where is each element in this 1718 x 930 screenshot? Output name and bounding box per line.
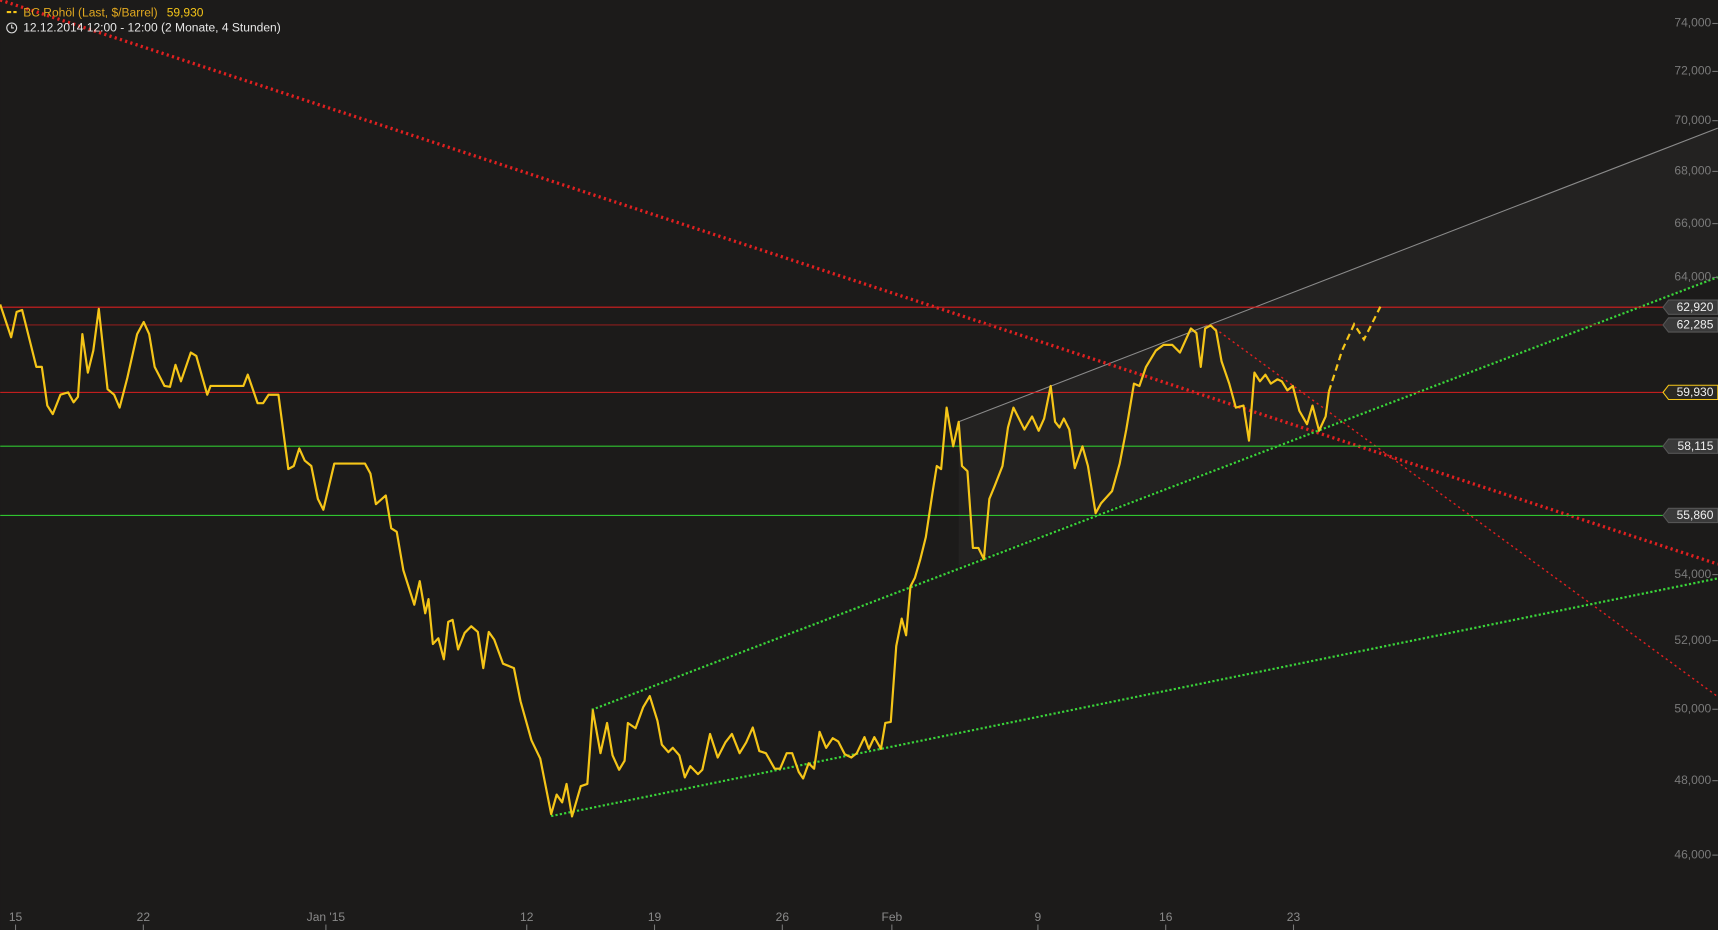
trend-lines [0, 0, 1718, 818]
level-label: 62,285 [1677, 318, 1714, 332]
x-tick-label: 12 [520, 910, 534, 924]
support-trend-upper [591, 276, 1718, 711]
channel-line [958, 127, 1718, 423]
clock-hands [11, 24, 14, 29]
y-tick-label: 64,000 [1674, 270, 1711, 284]
level-label: 55,860 [1677, 508, 1714, 522]
y-tick-label: 66,000 [1674, 216, 1711, 230]
y-tick-label: 54,000 [1674, 567, 1711, 581]
level-label: 62,920 [1677, 300, 1714, 314]
y-tick-label: 46,000 [1674, 847, 1711, 861]
legend-label: BC Rohöl (Last, $/Barrel) [23, 5, 157, 19]
clock-icon [6, 22, 18, 34]
legend-last-value: 59,930 [167, 5, 204, 19]
channel-area [958, 128, 1718, 567]
level-label: 59,930 [1677, 385, 1714, 399]
y-tick-label: 74,000 [1674, 16, 1711, 30]
x-tick-label: 22 [137, 910, 151, 924]
y-tick-label: 50,000 [1674, 701, 1711, 715]
y-tick-label: 48,000 [1674, 773, 1711, 787]
x-tick-label: Feb [881, 910, 902, 924]
y-tick-label: 68,000 [1674, 164, 1711, 178]
y-tick-label: 52,000 [1674, 633, 1711, 647]
x-tick-label: 9 [1035, 910, 1042, 924]
price-line [0, 304, 1331, 818]
level-label: 58,115 [1678, 439, 1714, 453]
x-tick-label: 23 [1287, 910, 1301, 924]
resistance-trend [0, 0, 1718, 566]
x-tick-label: 15 [9, 910, 23, 924]
subtitle: 12.12.2014 12:00 - 12:00 (2 Monate, 4 St… [23, 21, 281, 35]
x-tick-label: Jan '15 [307, 910, 346, 924]
y-tick-label: 72,000 [1674, 64, 1711, 78]
legend: BC Rohöl (Last, $/Barrel) 59,930 12.12.2… [6, 5, 281, 35]
support-trend-lower [550, 577, 1718, 818]
x-tick-label: 26 [776, 910, 790, 924]
y-tick-label: 70,000 [1674, 113, 1711, 127]
short-trend [1210, 324, 1718, 698]
x-tick-label: 19 [648, 910, 662, 924]
x-tick-label: 16 [1159, 910, 1173, 924]
projection-line [1327, 306, 1382, 392]
